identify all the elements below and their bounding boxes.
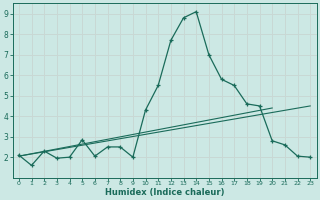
X-axis label: Humidex (Indice chaleur): Humidex (Indice chaleur) [105, 188, 224, 197]
